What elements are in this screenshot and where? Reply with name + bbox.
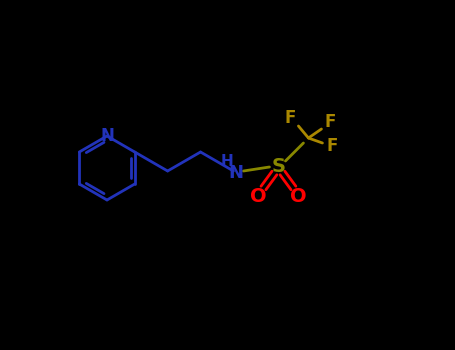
Text: O: O <box>250 187 267 205</box>
Text: S: S <box>272 156 285 175</box>
Text: F: F <box>285 109 296 127</box>
Text: H: H <box>221 154 234 168</box>
Text: N: N <box>228 164 243 182</box>
Text: F: F <box>327 137 338 155</box>
Text: N: N <box>100 127 114 145</box>
Text: F: F <box>325 113 336 131</box>
Text: O: O <box>290 187 307 205</box>
